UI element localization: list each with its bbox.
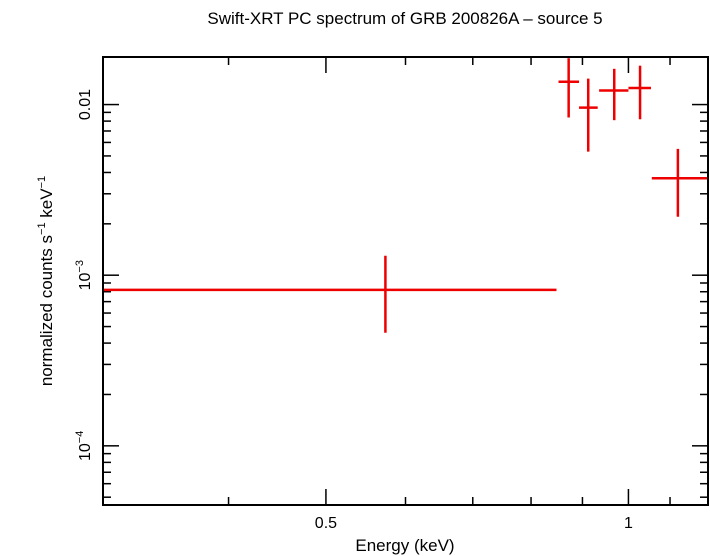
x-tick-label: 1 xyxy=(624,515,633,532)
axis-ticks xyxy=(102,57,709,505)
plot-frame xyxy=(102,56,709,506)
data-layer xyxy=(104,58,707,333)
y-tick-label: 10−3 xyxy=(74,260,94,290)
x-axis-label: Energy (keV) xyxy=(355,536,454,555)
y-axis-label-prefix: normalized counts s xyxy=(37,235,56,386)
y-tick-base: 10 xyxy=(77,272,94,290)
y-axis-label-exp1: −1 xyxy=(36,222,48,235)
y-tick-exp: −4 xyxy=(74,431,86,444)
data-point xyxy=(651,148,707,217)
data-point xyxy=(579,78,598,152)
y-tick-exp: −3 xyxy=(74,260,86,273)
x-tick-label: 0.5 xyxy=(315,515,337,532)
y-axis-label-middle: keV xyxy=(37,188,56,223)
chart-title: Swift-XRT PC spectrum of GRB 200826A – s… xyxy=(207,9,602,28)
y-axis-label: normalized counts s−1 keV−1 xyxy=(36,176,56,386)
y-tick-label: 10−4 xyxy=(74,431,94,461)
y-tick-base: 10 xyxy=(77,443,94,461)
y-axis-label-exp2: −1 xyxy=(36,176,48,189)
data-point xyxy=(628,65,651,120)
data-point xyxy=(599,68,629,121)
data-point xyxy=(104,255,557,333)
y-tick-label: 0.01 xyxy=(77,89,94,120)
data-point xyxy=(558,58,580,118)
